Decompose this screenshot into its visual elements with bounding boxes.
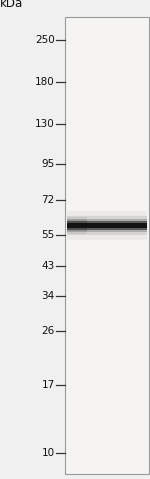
Text: 180: 180	[35, 77, 55, 87]
Bar	[67, 220, 87, 231]
Text: 10: 10	[42, 448, 55, 458]
Text: 55: 55	[42, 229, 55, 240]
Bar	[67, 217, 87, 234]
Bar	[67, 221, 147, 230]
Text: 17: 17	[42, 380, 55, 390]
Text: 130: 130	[35, 119, 55, 129]
Bar	[65, 17, 148, 474]
Text: 34: 34	[42, 291, 55, 301]
Bar	[67, 211, 147, 240]
Bar	[67, 219, 147, 232]
Bar	[67, 223, 147, 228]
Text: 250: 250	[35, 35, 55, 45]
Bar	[67, 216, 147, 235]
Text: 26: 26	[42, 326, 55, 336]
Text: 43: 43	[42, 261, 55, 271]
Text: 72: 72	[42, 195, 55, 205]
Text: 95: 95	[42, 160, 55, 170]
Text: kDa: kDa	[0, 0, 23, 10]
